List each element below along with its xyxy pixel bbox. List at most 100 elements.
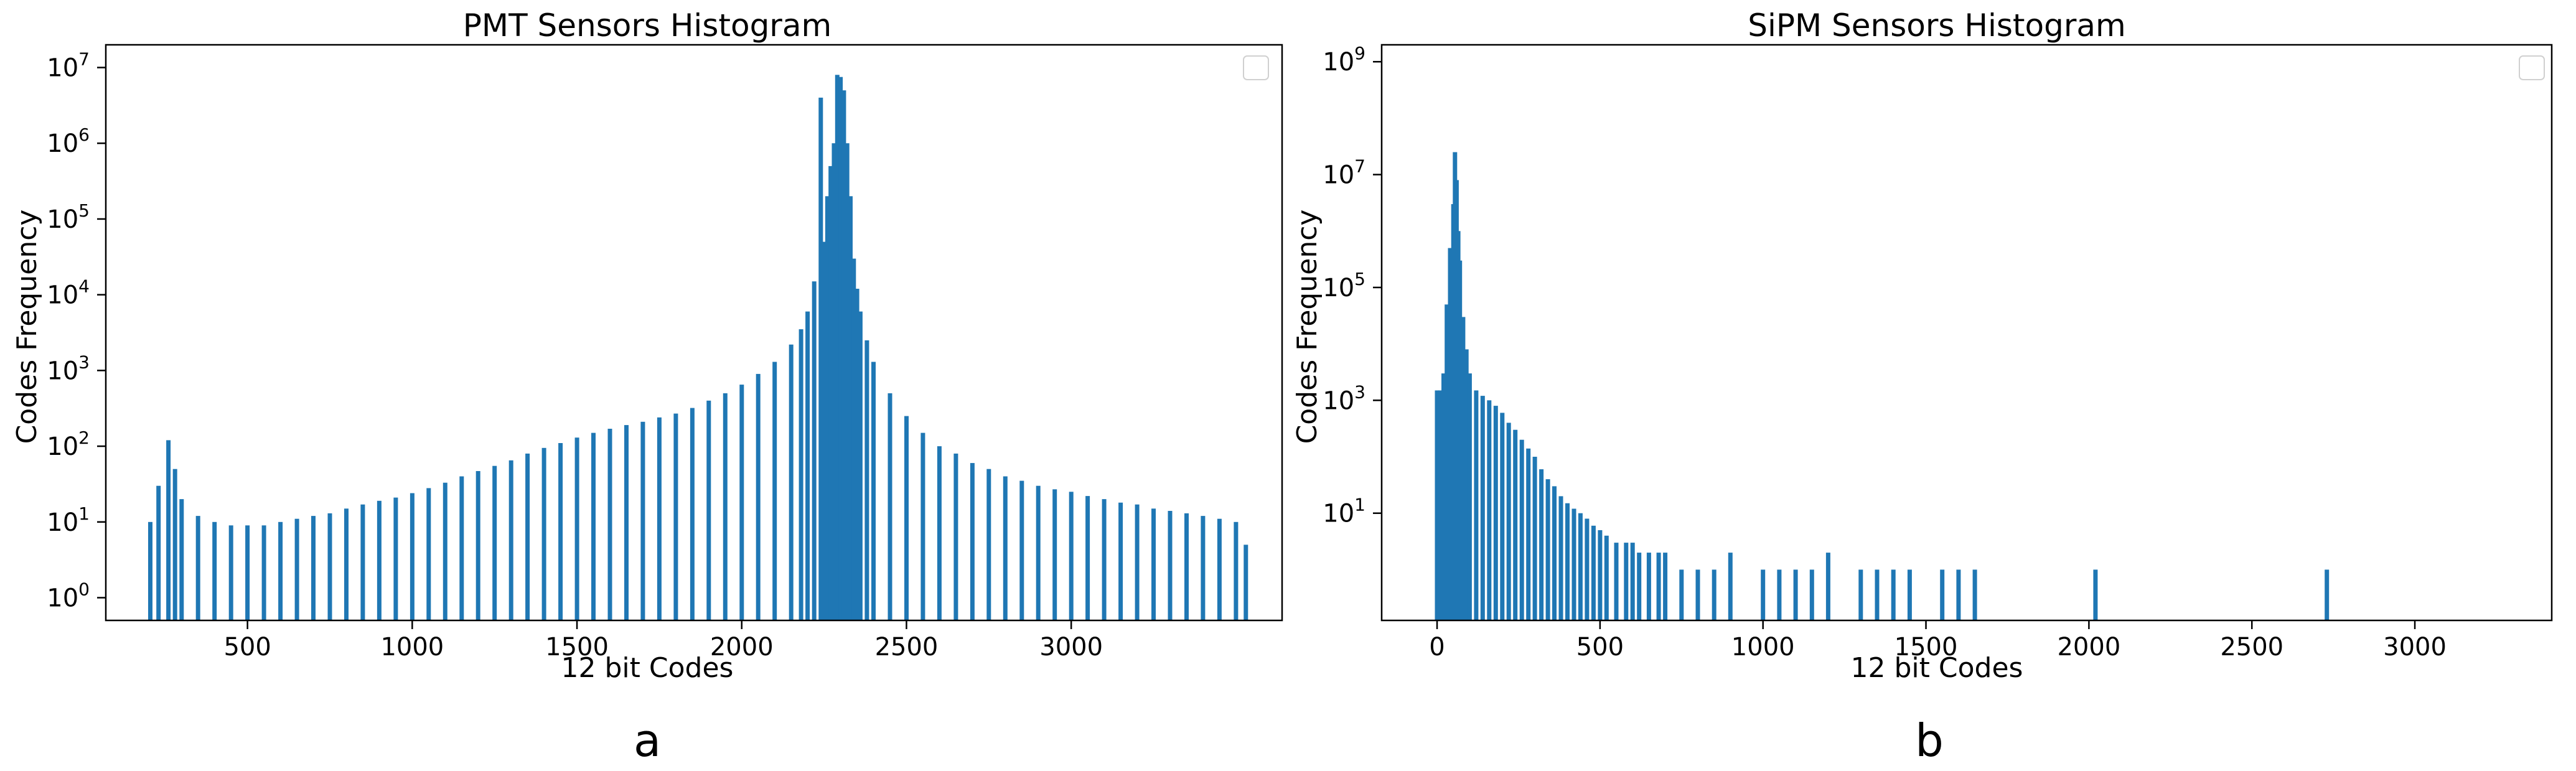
pmt-bar: [812, 281, 817, 620]
pmt-bar: [574, 437, 579, 620]
pmt-legend-box: [1243, 55, 1269, 80]
pmt-bar: [179, 499, 184, 620]
pmt-bar: [657, 417, 662, 620]
pmt-bar: [360, 504, 365, 620]
pmt-bar: [851, 258, 856, 621]
pmt-bar: [1217, 518, 1222, 620]
pmt-bar: [195, 516, 200, 620]
sipm-x-tick-label: 3000: [2383, 633, 2447, 661]
sipm-bar: [1591, 525, 1596, 620]
pmt-bar: [1019, 480, 1024, 620]
sipm-bar: [1461, 317, 1466, 620]
pmt-bar: [624, 425, 629, 620]
sipm-x-tick-label: 2000: [2057, 633, 2120, 661]
pmt-bar: [805, 311, 810, 620]
pmt-bar: [864, 340, 869, 620]
pmt-bar: [1118, 502, 1123, 620]
sipm-bar: [1656, 553, 1661, 620]
sipm-bar: [1519, 439, 1524, 620]
pmt-bar: [377, 500, 382, 620]
pmt-bar: [558, 443, 563, 620]
sipm-bar: [1493, 406, 1498, 620]
pmt-bar: [591, 432, 596, 620]
sipm-y-axis-label: Codes Frequency: [1291, 210, 1323, 444]
pmt-bar: [789, 344, 794, 620]
sipm-bar: [1441, 373, 1446, 620]
sipm-bar: [1500, 413, 1505, 620]
sipm-bar: [1578, 513, 1583, 620]
sipm-bar: [1777, 569, 1782, 620]
sipm-bar: [2093, 569, 2098, 620]
pmt-bar: [393, 497, 398, 620]
pmt-bar: [1201, 516, 1206, 620]
pmt-bar: [212, 521, 217, 620]
sipm-x-tick-label: 2500: [2220, 633, 2283, 661]
pmt-bar: [706, 400, 711, 620]
pmt-x-tick-label: 3000: [1039, 633, 1103, 661]
pmt-x-tick-label: 1000: [380, 633, 444, 661]
pmt-y-tick-label: 103: [47, 352, 90, 385]
sipm-bar: [1825, 553, 1830, 620]
pmt-y-tick-label: 106: [47, 124, 90, 158]
pmt-bar: [410, 493, 415, 620]
pmt-bar: [228, 525, 233, 620]
sipm-bar: [1728, 553, 1733, 620]
pmt-y-tick-label: 102: [47, 428, 90, 461]
pmt-bar: [327, 513, 332, 620]
pmt-x-tick-label: 2500: [875, 633, 939, 661]
sipm-bar: [1539, 469, 1544, 620]
sipm-x-axis-label: 12 bit Codes: [1851, 652, 2023, 684]
sipm-bar: [1585, 518, 1590, 620]
pmt-bar: [723, 393, 728, 620]
sipm-y-tick-label: 107: [1323, 156, 1365, 190]
pmt-bar: [1069, 492, 1074, 620]
pmt-bar: [459, 476, 464, 620]
sipm-y-tick-label: 105: [1323, 269, 1365, 302]
sipm-bar: [1571, 508, 1576, 620]
sipm-bar: [1712, 569, 1717, 620]
pmt-bar: [166, 440, 171, 620]
pmt-bar: [311, 516, 316, 620]
sipm-bar: [1565, 503, 1570, 620]
pmt-bar: [690, 408, 695, 620]
sipm-x-tick-label: 0: [1429, 633, 1445, 661]
sipm-bar: [1487, 400, 1492, 620]
sipm-bar: [1532, 457, 1537, 620]
pmt-bar: [294, 518, 299, 620]
pmt-bar: [475, 471, 480, 620]
sipm-histogram-panel: SiPM Sensors Histogram 12 bit Codes Code…: [1291, 7, 2553, 767]
pmt-bar: [1244, 544, 1248, 620]
sipm-bar: [1467, 373, 1472, 620]
sipm-x-tick-label: 1500: [1895, 633, 1958, 661]
sipm-bar: [1526, 448, 1531, 620]
panel-label-a: a: [634, 714, 661, 767]
sipm-bar: [1558, 496, 1563, 620]
sipm-bar: [1624, 543, 1629, 620]
sipm-x-tick-label: 500: [1576, 633, 1624, 661]
pmt-bar: [904, 416, 909, 620]
pmt-x-tick-label: 500: [223, 633, 271, 661]
pmt-y-tick-label: 101: [47, 503, 90, 537]
pmt-bar: [920, 432, 925, 620]
sipm-bar: [1695, 569, 1700, 620]
pmt-bar: [739, 385, 744, 620]
pmt-bar: [772, 362, 777, 620]
sipm-bar: [1545, 479, 1550, 620]
pmt-bar: [953, 453, 958, 620]
pmt-y-ticks: 100 101 102 103 104 105 106 107: [47, 49, 106, 612]
pmt-y-tick-label: 105: [47, 200, 90, 234]
pmt-bar: [245, 525, 250, 620]
pmt-bar: [1036, 485, 1041, 620]
sipm-bar: [1891, 569, 1896, 620]
pmt-bar: [848, 196, 853, 620]
pmt-y-axis-label: Codes Frequency: [11, 210, 43, 444]
pmt-bar: [825, 196, 830, 620]
pmt-bar: [838, 77, 843, 620]
sipm-plot-frame: [1380, 44, 2553, 622]
pmt-bar: [822, 241, 827, 621]
pmt-bar: [1052, 489, 1057, 620]
pmt-bar: [640, 421, 645, 620]
pmt-bar: [828, 166, 833, 620]
pmt-bar: [156, 485, 161, 620]
pmt-bar: [831, 143, 836, 620]
